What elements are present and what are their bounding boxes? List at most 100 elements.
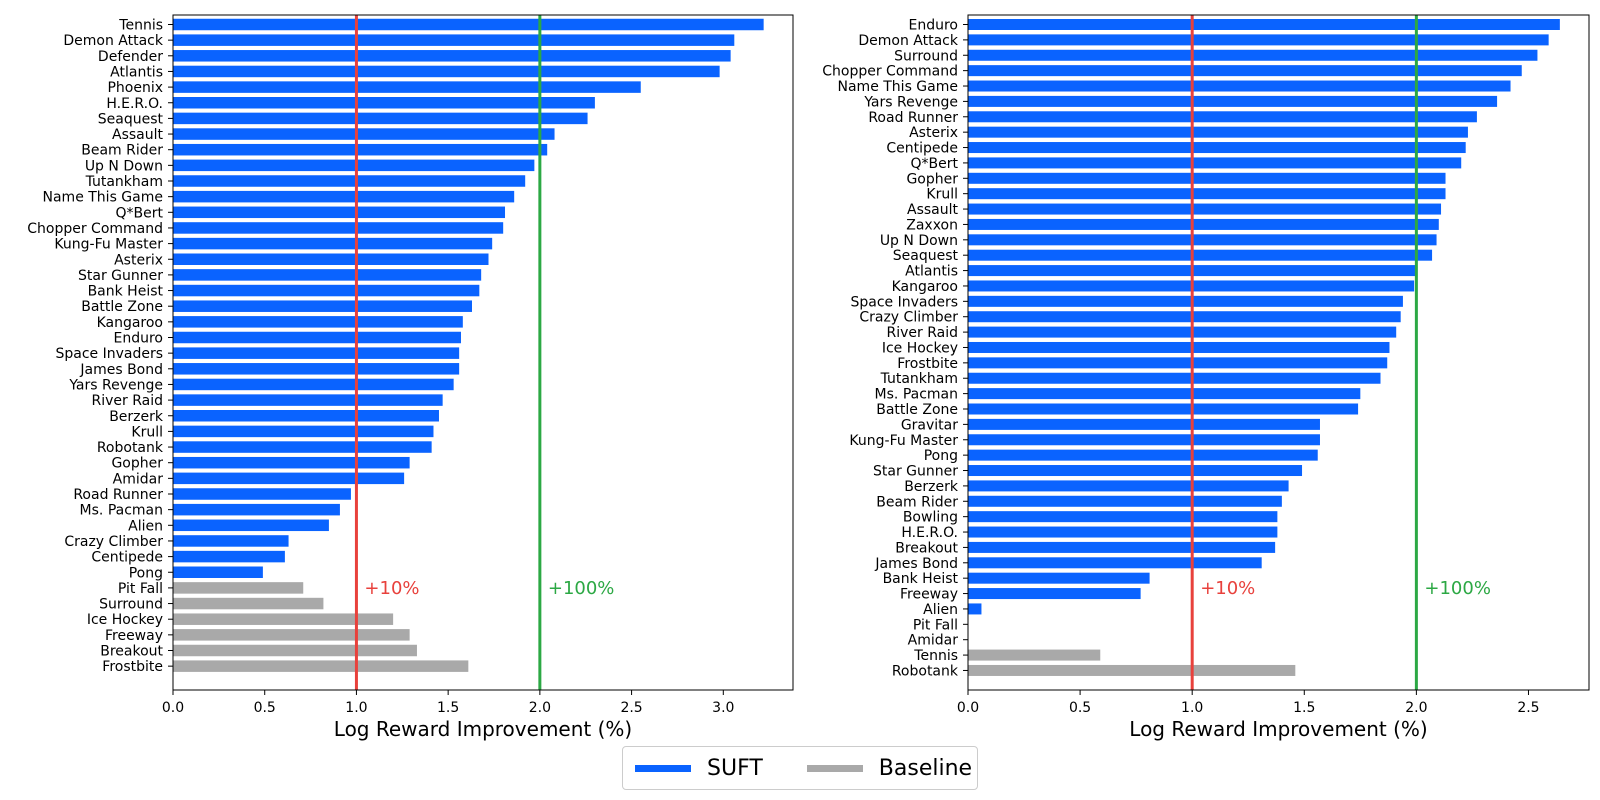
x-axis-label: Log Reward Improvement (%): [334, 717, 632, 741]
xtick-label-1: 0.5: [1069, 700, 1091, 716]
category-label-crazy-climber: Crazy Climber: [859, 310, 958, 326]
bar-beam-rider: [968, 495, 1282, 507]
xtick-label-0: 0.0: [162, 700, 184, 716]
category-label-pong: Pong: [924, 448, 958, 464]
bar-crazy-climber: [968, 311, 1401, 323]
bar-ms-pacman: [968, 388, 1361, 400]
category-label-yars-revenge: Yars Revenge: [68, 377, 163, 393]
category-label-yars-revenge: Yars Revenge: [863, 94, 958, 110]
category-label-tennis: Tennis: [118, 18, 163, 34]
bar-freeway: [173, 629, 410, 641]
category-label-tutankham: Tutankham: [85, 174, 163, 190]
category-label-enduro: Enduro: [114, 331, 164, 347]
category-label-up-n-down: Up N Down: [880, 233, 958, 249]
bar-enduro: [968, 19, 1560, 30]
bar-up-n-down: [968, 234, 1437, 246]
bar-freeway: [968, 588, 1141, 600]
bar-gravitar: [968, 418, 1320, 430]
bar-h-e-r-o: [968, 526, 1278, 538]
category-label-road-runner: Road Runner: [73, 487, 163, 503]
category-label-frostbite: Frostbite: [102, 659, 163, 675]
bar-krull: [173, 425, 434, 438]
bar-surround: [968, 49, 1538, 61]
bar-ice-hockey: [968, 341, 1390, 353]
category-label-krull: Krull: [926, 187, 958, 203]
category-label-zaxxon: Zaxxon: [906, 217, 958, 233]
bar-assault: [968, 203, 1442, 215]
bar-atlantis: [173, 65, 720, 78]
bar-gopher: [173, 456, 410, 469]
bar-name-this-game: [173, 190, 515, 203]
category-label-demon-attack: Demon Attack: [63, 33, 164, 49]
bar-seaquest: [968, 249, 1433, 261]
category-label-battle-zone: Battle Zone: [876, 402, 958, 418]
category-label-kung-fu-master: Kung-Fu Master: [54, 237, 163, 253]
category-label-bank-heist: Bank Heist: [883, 571, 959, 587]
category-label-river-raid: River Raid: [887, 325, 959, 341]
category-label-tennis: Tennis: [913, 648, 958, 664]
category-label-h-e-r-o: H.E.R.O.: [106, 96, 163, 112]
category-label-atlantis: Atlantis: [905, 264, 958, 280]
reference-label-1: +10%: [1200, 578, 1255, 599]
category-label-freeway: Freeway: [900, 587, 958, 603]
category-label-atlantis: Atlantis: [110, 64, 163, 80]
bar-kung-fu-master: [968, 434, 1320, 446]
bar-breakout: [968, 541, 1276, 553]
bar-battle-zone: [173, 300, 472, 312]
category-label-chopper-command: Chopper Command: [27, 221, 163, 237]
bar-defender: [173, 50, 731, 62]
category-label-enduro: Enduro: [909, 18, 959, 34]
bar-breakout: [173, 644, 417, 657]
legend-item-baseline: Baseline: [806, 756, 972, 781]
category-label-frostbite: Frostbite: [897, 356, 958, 372]
category-label-bank-heist: Bank Heist: [88, 284, 164, 300]
category-label-ms-pacman: Ms. Pacman: [875, 387, 958, 403]
bar-pong: [173, 566, 263, 578]
bar-tennis: [173, 18, 764, 31]
bar-alien: [173, 519, 329, 532]
bar-frostbite: [968, 357, 1388, 369]
category-label-seaquest: Seaquest: [893, 248, 959, 264]
category-label-q-bert: Q*Bert: [116, 205, 164, 221]
bar-asterix: [968, 126, 1468, 138]
bar-up-n-down: [173, 159, 535, 172]
category-label-star-gunner: Star Gunner: [873, 464, 958, 480]
xtick-label-4: 2.0: [529, 700, 551, 716]
bar-bowling: [968, 511, 1278, 523]
bar-centipede: [173, 550, 285, 563]
bar-q-bert: [173, 206, 506, 219]
bar-demon-attack: [968, 34, 1549, 46]
plot-frame: [172, 14, 794, 691]
xtick-label-4: 2.0: [1405, 700, 1427, 716]
bar-krull: [968, 188, 1446, 200]
category-label-h-e-r-o: H.E.R.O.: [901, 525, 958, 541]
bar-chopper-command: [173, 222, 504, 234]
category-label-pong: Pong: [129, 565, 163, 581]
bar-h-e-r-o: [173, 97, 595, 109]
bar-berzerk: [968, 480, 1289, 492]
category-label-beam-rider: Beam Rider: [876, 494, 958, 510]
plot-frame: [967, 14, 1590, 691]
category-label-freeway: Freeway: [105, 628, 163, 644]
bar-river-raid: [968, 326, 1397, 338]
bar-alien: [968, 603, 982, 615]
category-label-james-bond: James Bond: [79, 362, 163, 378]
category-label-name-this-game: Name This Game: [838, 79, 959, 95]
bar-james-bond: [173, 363, 460, 375]
category-label-seaquest: Seaquest: [98, 111, 164, 127]
category-label-gopher: Gopher: [906, 171, 958, 187]
bar-enduro: [173, 331, 461, 344]
category-label-q-bert: Q*Bert: [911, 156, 959, 172]
category-label-tutankham: Tutankham: [880, 371, 958, 387]
xtick-label-3: 1.5: [437, 700, 459, 716]
xtick-label-1: 0.5: [254, 700, 276, 716]
bar-name-this-game: [968, 80, 1511, 92]
category-label-space-invaders: Space Invaders: [850, 294, 958, 310]
category-label-kangaroo: Kangaroo: [97, 315, 163, 331]
bar-yars-revenge: [173, 378, 454, 391]
category-label-space-invaders: Space Invaders: [55, 346, 163, 362]
category-label-road-runner: Road Runner: [868, 110, 958, 126]
category-label-ice-hockey: Ice Hockey: [882, 340, 958, 356]
